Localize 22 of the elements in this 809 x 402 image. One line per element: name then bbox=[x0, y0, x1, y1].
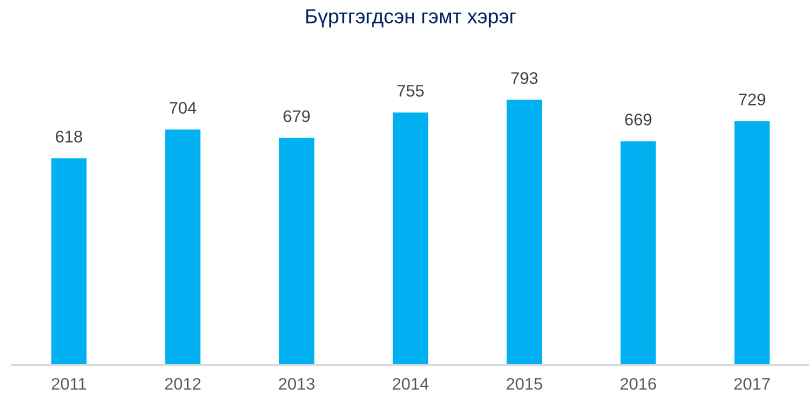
data-label: 793 bbox=[511, 72, 538, 84]
bar bbox=[165, 130, 200, 365]
x-tick-label: 2011 bbox=[52, 378, 86, 390]
bar bbox=[734, 121, 770, 365]
bar bbox=[392, 112, 428, 365]
x-tick-label: 2014 bbox=[392, 378, 429, 390]
x-tick-label: 2017 bbox=[734, 378, 770, 390]
data-label: 755 bbox=[397, 85, 424, 97]
bar bbox=[506, 100, 542, 365]
bar bbox=[278, 138, 314, 365]
data-label: 669 bbox=[625, 114, 652, 126]
data-label: 618 bbox=[56, 130, 82, 143]
data-label: 679 bbox=[284, 110, 310, 122]
bar bbox=[51, 158, 87, 365]
bar bbox=[620, 141, 656, 365]
x-tick-label: 2015 bbox=[506, 378, 542, 390]
data-label: 704 bbox=[170, 102, 196, 114]
x-tick-label: 2012 bbox=[165, 378, 200, 390]
x-tick-label: 2013 bbox=[278, 378, 314, 390]
x-tick-label: 2016 bbox=[620, 378, 656, 390]
data-label: 729 bbox=[739, 94, 766, 106]
chart-title: Бүртгэгдсэн гэмт хэрэг bbox=[306, 9, 516, 28]
